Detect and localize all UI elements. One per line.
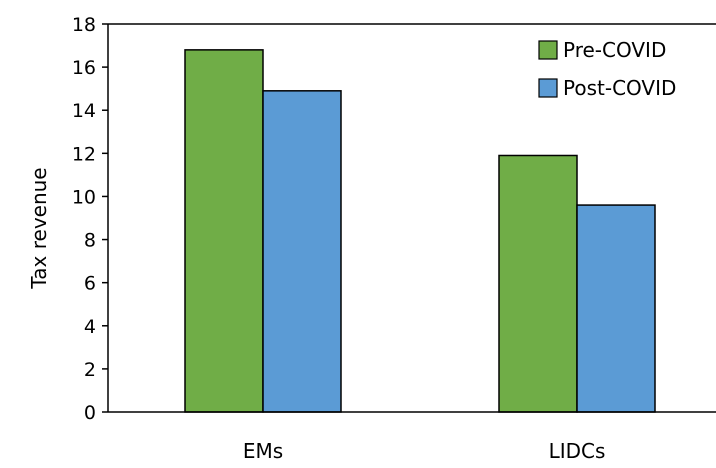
bar-ems-pre-covid — [184, 49, 264, 413]
bar-lidcs-pre-covid — [498, 154, 578, 413]
x-axis-labels: EMs LIDCs — [243, 439, 606, 463]
legend-label: Post-COVID — [563, 76, 676, 100]
y-tick-label: 14 — [72, 100, 96, 122]
legend: Pre-COVID Post-COVID — [538, 38, 676, 100]
x-category-label: LIDCs — [549, 439, 606, 463]
legend-label: Pre-COVID — [563, 38, 666, 62]
legend-swatch — [538, 40, 558, 60]
y-tick-label: 16 — [72, 57, 96, 79]
y-tick-label: 4 — [84, 316, 96, 338]
y-tick-label: 2 — [84, 359, 96, 381]
y-tick-label: 12 — [72, 143, 96, 165]
legend-swatch — [538, 78, 558, 98]
x-category-label: EMs — [243, 439, 283, 463]
bars — [184, 49, 656, 413]
y-tick-label: 8 — [84, 230, 96, 252]
y-tick-label: 10 — [72, 186, 96, 208]
y-axis-ticks: 0 2 4 6 8 10 12 14 16 18 — [72, 14, 108, 424]
y-tick-label: 18 — [72, 14, 96, 36]
bar-ems-post-covid — [262, 90, 342, 413]
y-tick-label: 6 — [84, 273, 96, 295]
y-tick-label: 0 — [84, 402, 96, 424]
y-axis-title: Tax revenue — [27, 167, 51, 289]
bar-lidcs-post-covid — [576, 204, 656, 413]
